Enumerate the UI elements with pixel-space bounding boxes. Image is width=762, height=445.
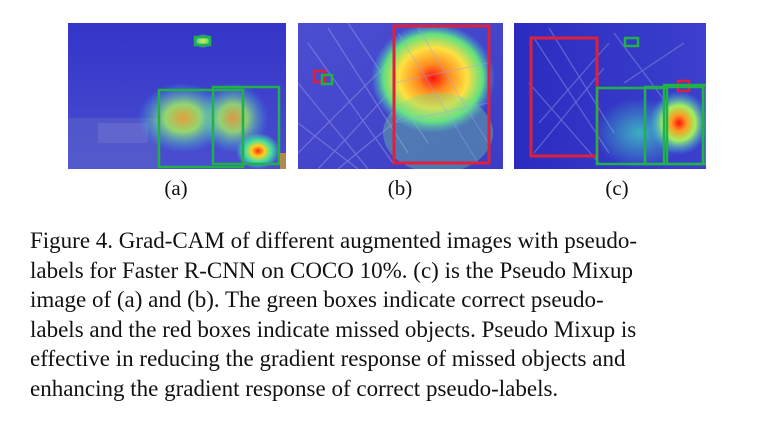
panel-label-c: (c) — [605, 176, 629, 200]
gradcam-image-b — [298, 23, 503, 169]
caption-line: image of (a) and (b). The green boxes in… — [30, 287, 604, 313]
gradcam-image-c — [514, 23, 706, 169]
caption-line: enhancing the gradient response of corre… — [30, 375, 559, 401]
panel-label-b: (b) — [387, 176, 413, 200]
caption-line: effective in reducing the gradient respo… — [30, 346, 626, 372]
caption-line: Figure 4. Grad-CAM of different augmente… — [30, 228, 638, 253]
caption-line: labels for Faster R-CNN on COCO 10%. (c)… — [30, 257, 634, 283]
gradcam-image-a — [68, 23, 286, 169]
panel-label-a: (a) — [164, 176, 188, 200]
figure-caption: Figure 4. Grad-CAM of different augmente… — [30, 226, 742, 404]
caption-line: labels and the red boxes indicate missed… — [30, 316, 637, 342]
